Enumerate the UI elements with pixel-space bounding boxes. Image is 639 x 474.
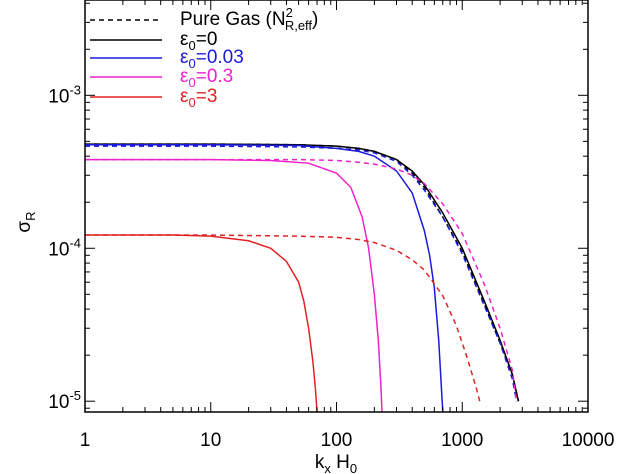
x-tick-label: 1000 bbox=[441, 430, 483, 451]
plot-frame bbox=[84, 0, 589, 413]
series-line-8 bbox=[85, 234, 482, 405]
legend-label-1: Pure Gas (N2 R,eff) bbox=[180, 5, 318, 33]
x-tick-label: 100 bbox=[321, 430, 353, 451]
x-tick-label: 1 bbox=[80, 430, 91, 451]
series-line-1 bbox=[85, 143, 520, 402]
x-axis-label: kx H0 bbox=[315, 452, 357, 474]
series-line-6 bbox=[85, 158, 518, 402]
x-tick-label: 10 bbox=[200, 430, 221, 451]
y-tick-label: 10-4 bbox=[48, 235, 81, 260]
y-axis-label: σR bbox=[14, 211, 38, 232]
x-tick-label: 10000 bbox=[562, 430, 615, 451]
series-layer bbox=[85, 143, 520, 412]
labels-layer: 1 10 100 1000 10000 10-5 10-4 10-3 bbox=[48, 82, 614, 451]
legend-label-3: ε0=0.03 bbox=[180, 47, 244, 71]
series-line-4 bbox=[85, 145, 518, 402]
legend-label-5: ε0=3 bbox=[180, 86, 217, 110]
y-tick-label: 10-3 bbox=[48, 82, 81, 107]
legend-label-4: ε0=0.3 bbox=[180, 66, 233, 90]
y-tick-label: 10-5 bbox=[48, 388, 81, 413]
series-line-7 bbox=[85, 234, 318, 412]
series-line-3 bbox=[85, 144, 444, 412]
legend-label-2: ε0=0 bbox=[180, 29, 217, 53]
series-line-5 bbox=[85, 158, 383, 412]
ticks-layer bbox=[84, 0, 589, 412]
series-line-2 bbox=[85, 143, 520, 402]
